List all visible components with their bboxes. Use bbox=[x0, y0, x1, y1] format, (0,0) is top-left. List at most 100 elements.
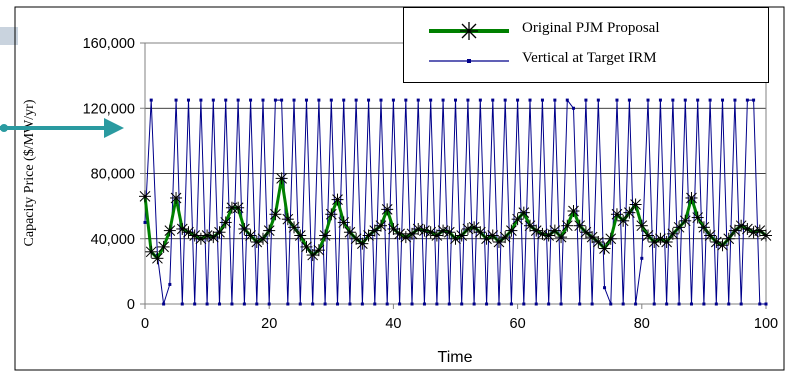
x-tick-label-2: 40 bbox=[385, 316, 401, 332]
series-1-point-62 bbox=[528, 98, 532, 102]
series-1-point-57 bbox=[497, 302, 501, 306]
series-0-point-26 bbox=[300, 240, 313, 253]
slide-decor-band bbox=[0, 27, 18, 45]
series-0-point-23 bbox=[281, 213, 294, 226]
y-tick-label-1: 40,000 bbox=[91, 232, 135, 248]
series-0-point-78 bbox=[623, 206, 636, 219]
series-0-point-69 bbox=[567, 205, 580, 218]
series-1-point-30 bbox=[329, 98, 333, 102]
series-1-point-28 bbox=[317, 98, 321, 102]
series-1-point-22 bbox=[280, 98, 284, 102]
series-1-point-93 bbox=[721, 98, 725, 102]
series-0-point-8 bbox=[188, 229, 201, 242]
series-0-point-90 bbox=[697, 221, 710, 234]
series-1-point-69 bbox=[571, 106, 575, 110]
series-1-point-14 bbox=[230, 302, 234, 306]
series-1-point-89 bbox=[696, 98, 700, 102]
series-0-point-92 bbox=[710, 236, 723, 249]
series-1-point-5 bbox=[174, 98, 178, 102]
series-1 bbox=[143, 98, 768, 306]
series-0-point-62 bbox=[524, 219, 537, 232]
series-1-point-38 bbox=[379, 98, 383, 102]
series-1-point-100 bbox=[764, 302, 768, 306]
series-0-point-72 bbox=[586, 231, 599, 244]
series-1-point-68 bbox=[565, 98, 569, 102]
series-0-point-32 bbox=[337, 216, 350, 229]
series-1-point-48 bbox=[441, 98, 445, 102]
x-tick-label-3: 60 bbox=[510, 316, 526, 332]
series-0-point-29 bbox=[319, 229, 332, 242]
series-1-point-86 bbox=[677, 302, 681, 306]
y-axis-ticks: 0 40,000 80,000 120,000 160,000 bbox=[83, 36, 145, 313]
series-1-point-55 bbox=[485, 302, 489, 306]
series-0-point-39 bbox=[381, 203, 394, 216]
series-0-point-5 bbox=[170, 191, 183, 204]
series-1-point-84 bbox=[665, 302, 669, 306]
series-0-point-27 bbox=[306, 249, 319, 262]
series-1-point-90 bbox=[702, 302, 706, 306]
series-1-point-23 bbox=[286, 302, 290, 306]
series-0-point-97 bbox=[741, 222, 754, 235]
series-0-point-99 bbox=[753, 224, 766, 237]
series-1-point-25 bbox=[298, 302, 302, 306]
y-axis-label: Capacity Price ($/MW/yr) bbox=[22, 99, 37, 246]
series-1-point-60 bbox=[516, 98, 520, 102]
series-1-point-12 bbox=[218, 302, 222, 306]
series-1-point-39 bbox=[385, 302, 389, 306]
series-0-point-59 bbox=[505, 224, 518, 237]
series-1-point-18 bbox=[255, 302, 259, 306]
series-0-point-57 bbox=[492, 236, 505, 249]
series-0-point-82 bbox=[648, 236, 661, 249]
series-1-point-92 bbox=[714, 302, 718, 306]
series-1-point-42 bbox=[404, 98, 408, 102]
series-1-point-6 bbox=[180, 302, 184, 306]
series-1-point-75 bbox=[609, 302, 613, 306]
series-0-point-44 bbox=[412, 222, 425, 235]
series-0-point-21 bbox=[269, 208, 282, 221]
series-0-point-65 bbox=[542, 229, 555, 242]
series-1-point-54 bbox=[478, 98, 482, 102]
series-0-point-73 bbox=[592, 236, 605, 249]
series-1-point-15 bbox=[236, 98, 240, 102]
series-0-point-84 bbox=[660, 236, 673, 249]
series-1-point-19 bbox=[261, 98, 265, 102]
series-1-point-29 bbox=[323, 302, 327, 306]
series-0-point-52 bbox=[461, 222, 474, 235]
series-0-point-47 bbox=[430, 229, 443, 242]
series-0-point-42 bbox=[399, 231, 412, 244]
series-0-point-96 bbox=[735, 219, 748, 232]
series-0-point-67 bbox=[555, 231, 568, 244]
series-1-point-95 bbox=[733, 98, 737, 102]
series-1-point-80 bbox=[640, 256, 644, 260]
series-1-point-50 bbox=[454, 98, 457, 102]
series-1-point-99 bbox=[758, 302, 762, 306]
x-axis-ticks: 0 20 40 60 80 100 bbox=[141, 304, 778, 332]
series-1-point-8 bbox=[193, 302, 197, 306]
series-0-point-87 bbox=[679, 214, 692, 227]
series-0-point-10 bbox=[201, 229, 214, 242]
series-1-point-26 bbox=[304, 98, 308, 102]
y-tick-label-3: 120,000 bbox=[83, 101, 135, 117]
series-0-point-100 bbox=[760, 229, 772, 242]
series-0-point-41 bbox=[393, 227, 406, 240]
series-1-point-77 bbox=[621, 302, 625, 306]
series-1-point-70 bbox=[578, 302, 582, 306]
series-0-point-31 bbox=[331, 193, 344, 206]
legend-entry-vertical-irm: Vertical at Target IRM bbox=[404, 46, 768, 76]
series-1-point-59 bbox=[509, 302, 513, 306]
series-0-point-24 bbox=[288, 221, 301, 234]
series-1-point-7 bbox=[186, 98, 190, 102]
series-1-point-10 bbox=[205, 302, 209, 306]
chart-area-border bbox=[14, 6, 785, 371]
series-0-point-28 bbox=[312, 244, 325, 257]
series-1-point-27 bbox=[311, 302, 315, 306]
y-tick-label-2: 80,000 bbox=[91, 167, 135, 183]
series-0-point-12 bbox=[213, 226, 226, 239]
series-0-point-50 bbox=[449, 232, 462, 245]
series-0-point-88 bbox=[685, 191, 698, 204]
series-1-point-78 bbox=[627, 98, 631, 102]
series-1-point-58 bbox=[503, 98, 507, 102]
series-1-point-74 bbox=[603, 286, 607, 290]
